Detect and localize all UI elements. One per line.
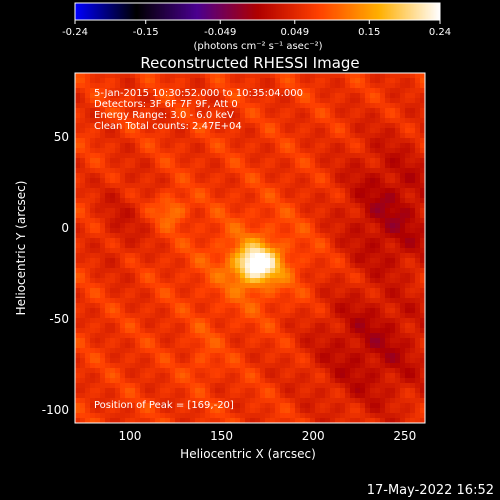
colorbar-tick-label: 0.15: [358, 27, 380, 38]
colorbar-gradient: [75, 3, 440, 20]
colorbar-tick-label: -0.24: [62, 27, 88, 38]
colorbar-tick-label: -0.15: [133, 27, 159, 38]
y-tick-label: -100: [42, 403, 69, 417]
x-tick-label: 150: [210, 429, 233, 443]
y-tick-label: -50: [49, 312, 69, 326]
chart-title: Reconstructed RHESSI Image: [140, 54, 359, 72]
footer-date: 17-May-2022 16:52: [366, 483, 494, 498]
colorbar-tick-label: -0.049: [204, 27, 236, 38]
colorbar-tick-label: 0.049: [280, 27, 309, 38]
y-axis-label: Heliocentric Y (arcsec): [14, 181, 28, 316]
colorbar-ticks: -0.24 -0.15 -0.049 0.049 0.15 0.24: [62, 20, 451, 38]
heatmap-image: [75, 73, 425, 423]
colorbar-unit-label: (photons cm⁻² s⁻¹ asec⁻²): [193, 41, 322, 52]
y-tick-label: 0: [61, 221, 69, 235]
x-axis-label: Heliocentric X (arcsec): [180, 447, 316, 461]
x-tick-label: 100: [119, 429, 142, 443]
x-tick-label: 250: [393, 429, 416, 443]
colorbar-tick-label: 0.24: [429, 27, 451, 38]
x-tick-label: 200: [302, 429, 325, 443]
y-tick-label: 50: [54, 130, 69, 144]
